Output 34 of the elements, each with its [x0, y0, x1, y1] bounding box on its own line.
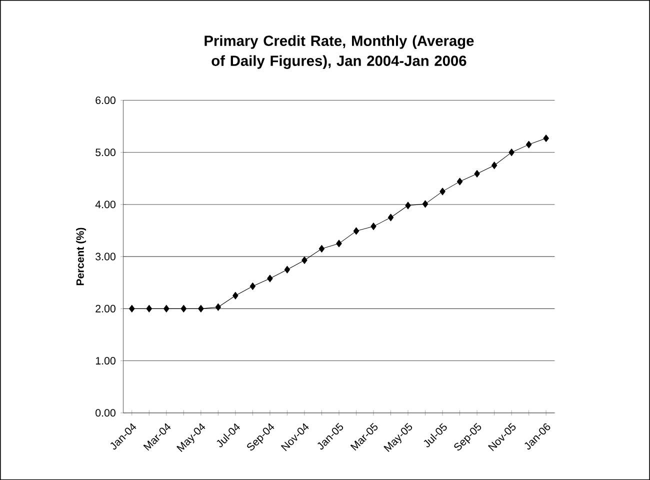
point [508, 148, 514, 156]
point [180, 304, 187, 312]
y-axis-title: Percent (%) [76, 228, 86, 286]
point [232, 292, 238, 300]
point [318, 244, 325, 252]
y-tick-label: 0.00 [96, 409, 116, 417]
point [456, 178, 463, 186]
point [370, 222, 376, 230]
y-tick-label: 2.00 [96, 304, 116, 312]
point [284, 266, 290, 274]
point [198, 304, 204, 312]
point [543, 134, 549, 142]
point [388, 214, 394, 222]
y-tick-label: 3.00 [96, 252, 116, 260]
point [491, 162, 498, 170]
point [164, 304, 170, 312]
point [302, 256, 308, 264]
y-tick-label: 6.00 [96, 96, 116, 104]
point [353, 227, 360, 235]
point [440, 188, 446, 196]
point [336, 240, 342, 248]
point [215, 303, 222, 311]
y-tick-label: 4.00 [95, 200, 116, 208]
chart-title: Primary Credit Rate, Monthly (Average of Daily Figures), Jan 2004-Jan 2006 [204, 35, 474, 69]
y-tick-label: 5.00 [96, 148, 116, 156]
point [526, 140, 532, 148]
y-tick-label: 1.00 [96, 356, 116, 364]
point [422, 200, 428, 208]
point [267, 274, 273, 282]
point [405, 202, 411, 210]
point [474, 170, 480, 178]
point [129, 304, 135, 312]
point [250, 282, 256, 290]
point [146, 304, 152, 312]
